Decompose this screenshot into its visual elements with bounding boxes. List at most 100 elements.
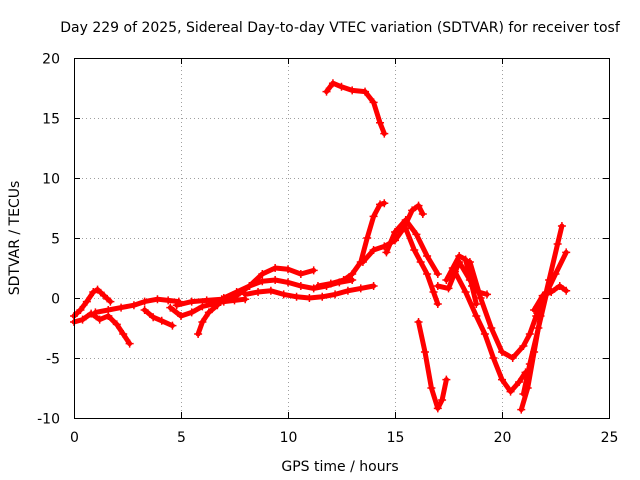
series-trace bbox=[416, 319, 449, 411]
data-point bbox=[305, 294, 314, 302]
data-point bbox=[106, 297, 115, 306]
data-point bbox=[553, 240, 562, 248]
series-arc-14 bbox=[382, 216, 442, 278]
data-point bbox=[284, 265, 292, 274]
data-point bbox=[339, 276, 348, 284]
data-point bbox=[245, 282, 254, 290]
y-tick-label: -5 bbox=[46, 352, 60, 368]
data-point bbox=[508, 354, 517, 362]
data-point bbox=[416, 258, 425, 266]
data-point bbox=[213, 301, 222, 310]
series-arc-3 bbox=[104, 312, 134, 348]
series-arc-6 bbox=[166, 295, 250, 320]
series-trace bbox=[105, 313, 133, 347]
data-point bbox=[519, 390, 528, 398]
y-tick-label: 0 bbox=[51, 292, 60, 308]
data-point bbox=[455, 252, 464, 260]
data-point bbox=[89, 288, 98, 296]
data-point bbox=[279, 290, 288, 299]
data-point bbox=[271, 276, 280, 284]
data-point bbox=[461, 288, 470, 296]
data-point bbox=[202, 296, 211, 305]
data-point bbox=[219, 294, 228, 302]
series-arc-7 bbox=[194, 301, 222, 338]
series-arc-4 bbox=[91, 295, 183, 317]
data-point bbox=[157, 316, 166, 325]
data-point bbox=[82, 297, 91, 306]
x-tick-label: 15 bbox=[387, 430, 405, 446]
data-point bbox=[129, 301, 138, 310]
data-point bbox=[534, 324, 543, 332]
data-point bbox=[140, 297, 149, 306]
data-point bbox=[309, 284, 318, 293]
data-point bbox=[547, 288, 556, 296]
data-point bbox=[166, 303, 175, 312]
data-point bbox=[292, 292, 301, 301]
data-point bbox=[414, 318, 423, 326]
data-point bbox=[506, 387, 515, 396]
data-point bbox=[313, 282, 322, 290]
data-point bbox=[254, 288, 263, 296]
data-point bbox=[519, 342, 528, 350]
data-point bbox=[140, 306, 149, 314]
y-tick-label: 15 bbox=[42, 112, 60, 128]
data-point bbox=[517, 405, 526, 414]
series-arc-5 bbox=[140, 306, 177, 330]
data-point bbox=[461, 255, 470, 264]
data-point bbox=[356, 284, 365, 293]
data-point bbox=[498, 375, 506, 384]
data-point bbox=[361, 87, 370, 96]
data-point bbox=[489, 354, 498, 362]
data-point bbox=[401, 224, 410, 233]
series-arc-12 bbox=[313, 199, 389, 290]
y-tick-label: 10 bbox=[42, 172, 60, 188]
data-point bbox=[472, 312, 481, 320]
series-arc-10 bbox=[241, 282, 378, 302]
data-point bbox=[433, 270, 442, 278]
data-point bbox=[112, 320, 121, 329]
x-tick-label: 5 bbox=[177, 430, 186, 446]
data-point bbox=[427, 384, 436, 392]
series-trace bbox=[383, 217, 441, 277]
data-point bbox=[483, 290, 492, 299]
data-point bbox=[198, 302, 207, 311]
series-arc-15 bbox=[401, 224, 442, 308]
data-point bbox=[119, 330, 128, 338]
data-point bbox=[177, 312, 185, 320]
data-point bbox=[487, 324, 496, 332]
data-point bbox=[433, 300, 442, 308]
y-tick-label: 20 bbox=[42, 52, 60, 68]
y-tick-label: 5 bbox=[51, 232, 60, 248]
data-point bbox=[99, 291, 108, 300]
data-point bbox=[358, 258, 367, 266]
data-point bbox=[562, 286, 571, 295]
data-point bbox=[328, 79, 337, 88]
data-point bbox=[266, 286, 275, 295]
data-point bbox=[557, 222, 566, 230]
series-arc-23 bbox=[530, 282, 571, 314]
data-point bbox=[187, 308, 196, 317]
data-point bbox=[438, 396, 447, 404]
series-trace bbox=[520, 249, 569, 397]
series-arc-11 bbox=[322, 79, 389, 138]
data-point bbox=[91, 308, 100, 317]
data-point bbox=[442, 276, 451, 284]
data-point bbox=[104, 306, 113, 314]
data-point bbox=[232, 288, 241, 296]
data-point bbox=[376, 200, 385, 209]
data-point bbox=[423, 270, 432, 278]
data-point bbox=[433, 282, 442, 290]
x-tick-label: 25 bbox=[601, 430, 619, 446]
chart-title: Day 229 of 2025, Sidereal Day-to-day VTE… bbox=[60, 20, 621, 36]
data-point bbox=[369, 98, 378, 107]
x-axis-label: GPS time / hours bbox=[281, 459, 398, 475]
data-point bbox=[433, 404, 442, 413]
data-point bbox=[204, 308, 213, 317]
data-point bbox=[258, 270, 267, 278]
data-point bbox=[530, 306, 539, 314]
series-arc-19 bbox=[450, 267, 530, 396]
data-point bbox=[369, 282, 378, 290]
data-point bbox=[76, 306, 85, 314]
data-point bbox=[318, 292, 327, 301]
